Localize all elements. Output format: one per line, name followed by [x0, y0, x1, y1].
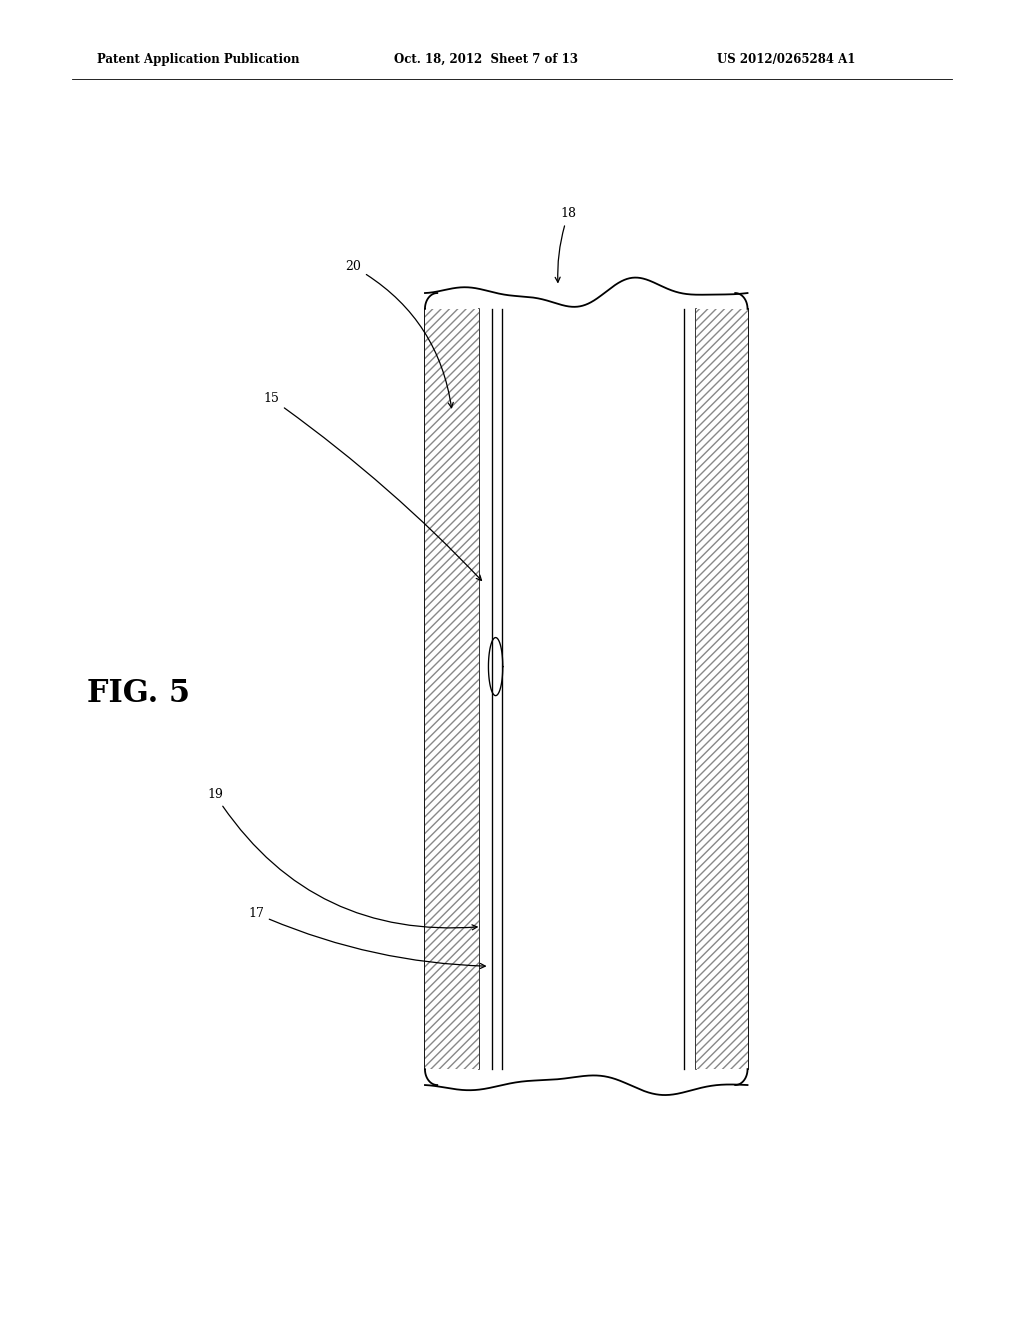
- Text: Patent Application Publication: Patent Application Publication: [97, 53, 300, 66]
- Bar: [696, 309, 748, 1069]
- Text: Oct. 18, 2012  Sheet 7 of 13: Oct. 18, 2012 Sheet 7 of 13: [394, 53, 579, 66]
- Text: 17: 17: [248, 907, 485, 969]
- Text: 20: 20: [345, 260, 454, 408]
- Text: 15: 15: [263, 392, 481, 581]
- Text: FIG. 5: FIG. 5: [87, 677, 189, 709]
- Bar: [425, 309, 479, 1069]
- Text: 19: 19: [207, 788, 477, 929]
- Text: 18: 18: [555, 207, 577, 282]
- Text: US 2012/0265284 A1: US 2012/0265284 A1: [717, 53, 855, 66]
